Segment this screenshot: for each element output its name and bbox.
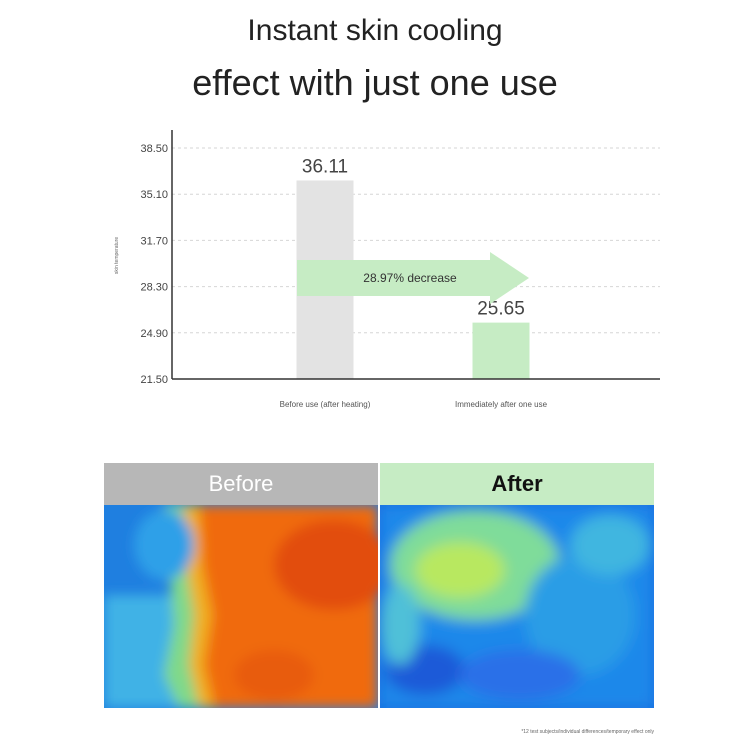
temperature-bar-chart: 38.50 35.10 31.70 28.30 24.90 21.50 skin tempe…	[114, 130, 660, 409]
x-category-label: Immediately after one use	[455, 400, 548, 409]
decrease-arrow	[297, 252, 529, 304]
decrease-annotation: 28.97% decrease	[363, 271, 457, 285]
headline-line-1: Instant skin cooling	[247, 14, 503, 47]
bar-value-label: 36.11	[302, 156, 348, 177]
before-thermal-image	[104, 505, 378, 708]
y-tick-label: 28.30	[140, 282, 168, 294]
headline-line-2: effect with just one use	[192, 62, 558, 103]
after-panel: After	[380, 463, 654, 708]
after-label: After	[380, 463, 654, 505]
y-tick-label: 24.90	[140, 328, 168, 340]
before-panel: Before	[104, 463, 378, 708]
before-label: Before	[104, 463, 378, 505]
after-thermal-image	[380, 505, 654, 708]
y-axis-label: skin temperature	[114, 237, 120, 274]
y-tick-label: 35.10	[140, 189, 168, 201]
y-tick-label: 31.70	[140, 235, 168, 247]
y-tick-label: 38.50	[140, 143, 168, 155]
bar-value-label: 25.65	[477, 299, 525, 320]
x-category-label: Before use (after heating)	[280, 400, 371, 409]
y-tick-label: 21.50	[140, 374, 168, 386]
bar-2	[472, 322, 530, 379]
footnote: *12 test subjects/individual differences…	[521, 729, 654, 735]
